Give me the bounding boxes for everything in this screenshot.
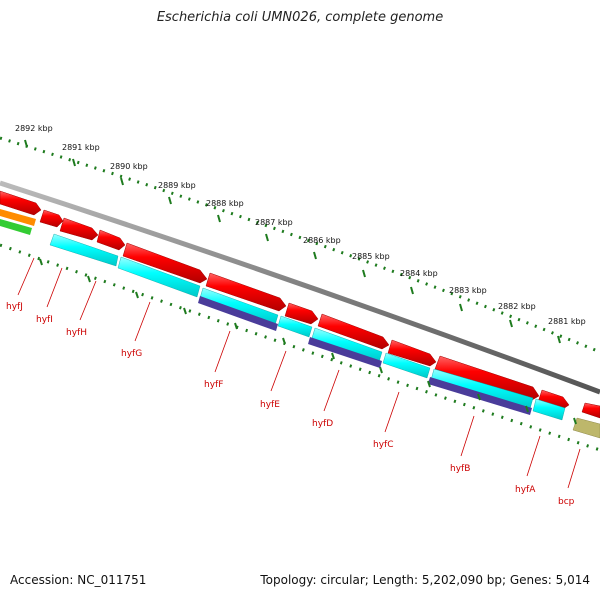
inner-tick xyxy=(477,393,481,401)
gene-label-hyfE[interactable]: hyfE xyxy=(260,400,280,410)
ruler-label: 2890 kbp xyxy=(110,162,148,171)
gene-label-hyfH[interactable]: hyfH xyxy=(66,328,87,338)
cyan-block[interactable] xyxy=(532,398,566,421)
cyan-block[interactable] xyxy=(117,256,201,298)
leader-line xyxy=(46,267,63,308)
genome-summary: Topology: circular; Length: 5,202,090 bp… xyxy=(260,573,590,587)
ruler-label: 2889 kbp xyxy=(158,181,196,190)
leader-line xyxy=(567,448,581,489)
ruler-tick xyxy=(410,286,414,295)
ruler-label: 2881 kbp xyxy=(548,317,586,326)
cds-arrow[interactable] xyxy=(581,402,600,419)
ruler-label: 2891 kbp xyxy=(62,143,100,152)
inner-tick xyxy=(282,337,286,345)
leader-line xyxy=(384,391,400,433)
ruler-tick xyxy=(168,196,172,205)
ruler-label: 2882 kbp xyxy=(498,302,536,311)
leader-line xyxy=(79,280,97,321)
ruler-tick xyxy=(72,158,76,167)
ruler-label: 2892 kbp xyxy=(15,124,53,133)
ruler-tick xyxy=(459,303,463,312)
ruler-label: 2884 kbp xyxy=(400,269,438,278)
inner-tick xyxy=(573,417,577,425)
blue-block[interactable] xyxy=(308,337,382,368)
inner-ruler-dots xyxy=(0,243,600,452)
accession-label: Accession: NC_011751 xyxy=(10,573,147,587)
gene-label-hyfI[interactable]: hyfI xyxy=(36,315,53,325)
gene-label-hyfG[interactable]: hyfG xyxy=(121,349,142,359)
blue-track xyxy=(198,296,532,415)
cds-arrow[interactable] xyxy=(59,217,99,241)
leader-line xyxy=(134,301,151,342)
inner-tick xyxy=(525,405,529,413)
gene-leaders xyxy=(17,257,581,489)
cds-arrow[interactable] xyxy=(387,339,437,367)
genome-backbone xyxy=(0,180,600,395)
gene-label-hyfC[interactable]: hyfC xyxy=(373,440,393,450)
leader-line xyxy=(214,330,231,373)
ruler-tick xyxy=(120,177,124,186)
ruler-labels: 2892 kbp 2891 kbp 2890 kbp 2889 kbp 2888… xyxy=(15,124,586,326)
ruler-tick xyxy=(509,319,513,328)
gene-label-hyfD[interactable]: hyfD xyxy=(312,419,333,429)
gene-label-hyfJ[interactable]: hyfJ xyxy=(6,302,23,312)
cds-arrow[interactable] xyxy=(39,209,64,228)
cds-arrow[interactable] xyxy=(205,272,287,312)
gene-label-hyfF[interactable]: hyfF xyxy=(204,380,223,390)
inner-tick xyxy=(87,275,91,283)
inner-tick xyxy=(331,352,335,360)
cds-arrow[interactable] xyxy=(434,355,540,401)
ruler-label: 2888 kbp xyxy=(206,199,244,208)
leader-line xyxy=(526,435,541,477)
cyan-block[interactable] xyxy=(49,233,119,267)
cyan-block[interactable] xyxy=(277,315,313,338)
leader-line xyxy=(270,350,287,392)
inner-tick xyxy=(234,322,238,330)
cds-arrow[interactable] xyxy=(317,313,390,350)
green-feature[interactable] xyxy=(0,219,32,235)
ruler-tick xyxy=(362,269,366,278)
cds-arrow[interactable] xyxy=(122,242,208,284)
ruler-tick xyxy=(217,214,221,223)
inner-tick xyxy=(183,307,187,315)
ruler-label: 2885 kbp xyxy=(352,252,390,261)
ruler-tick xyxy=(557,335,561,344)
ruler-dots xyxy=(0,136,600,354)
gene-labels: hyfJ hyfI hyfH hyfG hyfF hyfE hyfD hyfC … xyxy=(6,302,575,507)
blue-block[interactable] xyxy=(198,296,278,331)
cyan-block[interactable] xyxy=(382,352,431,379)
cds-arrow[interactable] xyxy=(96,229,126,251)
cds-arrow[interactable] xyxy=(284,302,319,325)
olive-feature[interactable] xyxy=(572,417,600,439)
cds-track xyxy=(0,190,600,419)
gene-label-hyfA[interactable]: hyfA xyxy=(515,485,536,495)
ruler-tick xyxy=(24,139,28,148)
ruler-tick xyxy=(313,251,317,260)
ruler-tick xyxy=(265,233,269,242)
cds-arrow[interactable] xyxy=(0,190,42,216)
inner-tick xyxy=(39,258,43,266)
leader-line xyxy=(323,369,340,412)
ruler-label: 2887 kbp xyxy=(255,218,293,227)
ruler-label: 2883 kbp xyxy=(449,286,487,295)
cyan-track xyxy=(49,233,566,421)
leader-line xyxy=(17,257,35,296)
inner-tick xyxy=(379,366,383,374)
gene-label-hyfB[interactable]: hyfB xyxy=(450,464,470,474)
blue-block[interactable] xyxy=(428,377,532,415)
inner-tick xyxy=(427,380,431,388)
inner-tick xyxy=(135,291,139,299)
leader-line xyxy=(460,415,475,457)
orange-feature[interactable] xyxy=(0,209,36,226)
inner-ruler-ticks xyxy=(39,258,577,425)
gene-label-bcp[interactable]: bcp xyxy=(558,497,575,507)
ruler-ticks xyxy=(24,139,561,344)
map-title: Escherichia coli UMN026, complete genome xyxy=(156,10,444,25)
ruler-label: 2886 kbp xyxy=(303,236,341,245)
